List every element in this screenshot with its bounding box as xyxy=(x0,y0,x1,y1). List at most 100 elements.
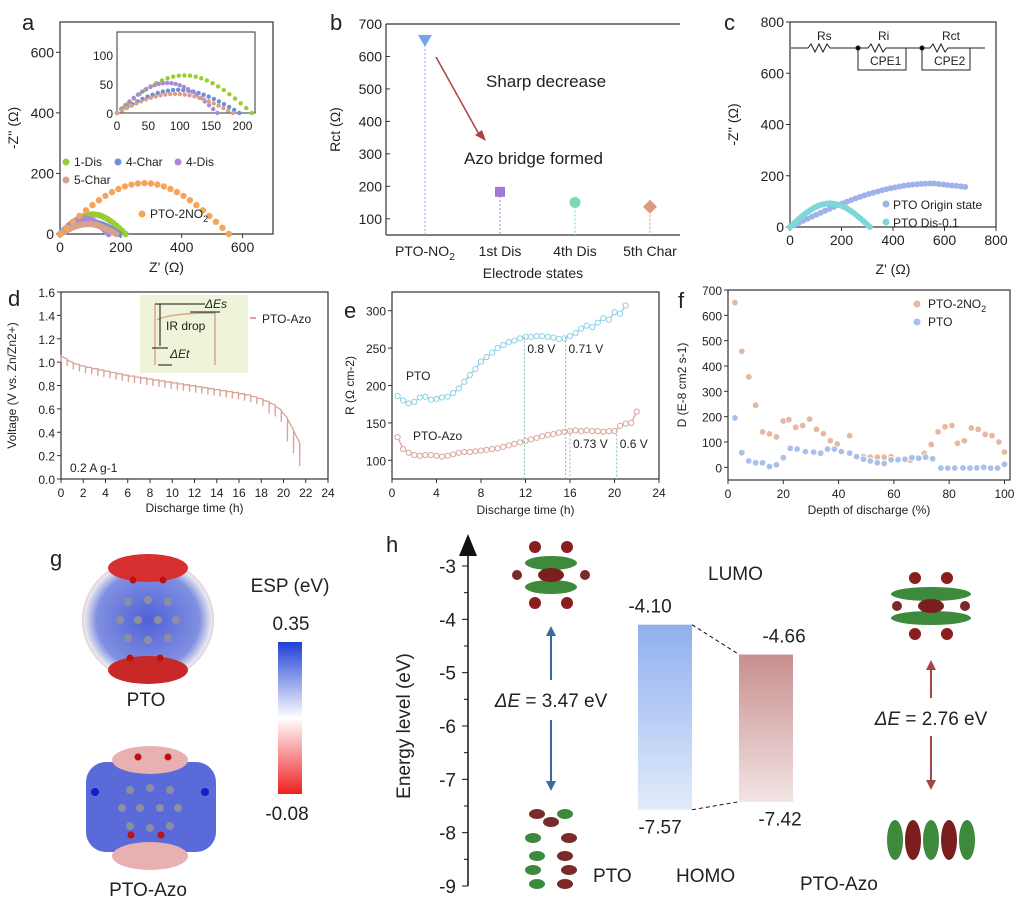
pto-negative-top xyxy=(108,554,188,582)
carbon-atom xyxy=(144,636,152,644)
data-point xyxy=(561,428,568,435)
data-point-pto-2no2 xyxy=(82,207,90,214)
pto-homo-orbital-lobe xyxy=(557,851,573,861)
inset-point xyxy=(216,103,221,108)
inset-point xyxy=(249,110,255,116)
data-point xyxy=(605,428,613,435)
inset-point xyxy=(221,101,227,107)
x-tick-label: 16 xyxy=(232,486,246,500)
data-point-pto xyxy=(980,463,988,472)
pto-azo-esp-surface xyxy=(86,762,216,852)
inset-point xyxy=(196,95,202,101)
y-tick-label: 300 xyxy=(702,385,722,399)
data-point-origin xyxy=(905,182,912,189)
y-tick-label: 0 xyxy=(46,226,54,242)
y-tick-label: 1.2 xyxy=(38,333,55,347)
inset-point xyxy=(237,110,242,116)
pto-homo-orbital-lobe xyxy=(557,809,573,819)
data-point-pto-2no2 xyxy=(805,415,814,423)
data-point-pto-2no2 xyxy=(974,425,982,434)
inset-point xyxy=(211,96,217,102)
data-point xyxy=(605,316,613,323)
node xyxy=(919,45,925,51)
inset-point xyxy=(221,87,226,93)
inset-point xyxy=(164,80,170,86)
inset-point xyxy=(199,76,204,81)
legend-label-pto-2no2: PTO-2NO2 xyxy=(150,207,208,224)
data-point-origin xyxy=(953,182,960,189)
data-point xyxy=(438,394,446,401)
data-point-pto-2no2 xyxy=(95,197,103,204)
data-point-pto-2no2 xyxy=(173,188,181,196)
pto-homo-orbital-lobe xyxy=(561,833,577,843)
x-tick-label: 10 xyxy=(166,486,180,500)
pto-azo-lumo-orbital-lobe xyxy=(891,587,971,601)
ir-drop-label: IR drop xyxy=(166,319,206,333)
data-point xyxy=(516,439,524,446)
y-tick-label: 100 xyxy=(359,211,383,227)
inset-point xyxy=(204,78,210,83)
data-point xyxy=(461,448,468,456)
y-tick-label: 200 xyxy=(31,165,55,181)
data-point xyxy=(527,436,535,443)
delta-es-label: ΔEs xyxy=(204,297,227,311)
data-point-pto-2no2 xyxy=(960,437,969,445)
pto-lumo-orbital-lobe xyxy=(529,541,541,553)
data-point-pto xyxy=(837,447,846,456)
pto-lumo-orbital-lobe xyxy=(580,570,590,580)
oxygen-atom xyxy=(134,753,142,761)
data-point-origin xyxy=(909,181,916,188)
data-point xyxy=(472,448,479,455)
data-point-dis xyxy=(866,224,873,230)
data-point xyxy=(539,433,546,440)
data-point-pto-2no2 xyxy=(121,183,129,190)
data-point-pto-2no2 xyxy=(193,201,200,209)
x-axis-label: Z' (Ω) xyxy=(149,259,184,275)
carbon-atom xyxy=(174,804,182,812)
inset-point xyxy=(226,108,231,113)
carbon-atom xyxy=(136,804,144,812)
data-point xyxy=(411,451,418,459)
data-point-pto-2no2 xyxy=(745,373,753,381)
inset-point xyxy=(134,101,139,106)
inset-point xyxy=(114,110,120,116)
data-point-pto-2no2 xyxy=(785,416,793,424)
panel-b-chart: b 100 200 300 400 500 600 700 PTO-NO2 1st Dis 4th … xyxy=(327,10,680,281)
pto-homo-orbital-lobe xyxy=(557,879,573,889)
bar-pto-azo xyxy=(739,654,793,802)
data-point xyxy=(422,393,429,400)
data-point-pto-2no2 xyxy=(927,440,935,449)
inset-point xyxy=(165,88,171,93)
inset-point xyxy=(153,94,158,99)
data-point-pto xyxy=(866,457,875,465)
data-point-origin xyxy=(940,181,947,188)
colorbar xyxy=(278,642,302,794)
data-point-pto-2no2 xyxy=(765,430,774,438)
y-tick-label: 700 xyxy=(359,16,383,32)
legend-marker xyxy=(62,158,70,166)
data-point xyxy=(633,408,640,415)
data-point xyxy=(455,449,462,456)
panel-d-chart: d0 2 4 6 8 10 12 14 16 18 20 22 240.00.20.40.60.81.0… xyxy=(5,286,335,515)
data-point xyxy=(427,396,435,403)
y-tick-label: 0 xyxy=(776,219,784,235)
inset-point xyxy=(187,93,192,98)
x-tick-label: 200 xyxy=(109,239,133,255)
y-tick-label: -3 xyxy=(439,557,456,578)
inset-x-tick: 200 xyxy=(232,119,252,133)
x-tick-label: 12 xyxy=(188,486,202,500)
inset-point xyxy=(124,105,129,111)
x-tick-label: 80 xyxy=(942,487,956,501)
x-tick-label: 0 xyxy=(389,486,396,500)
data-point xyxy=(572,427,579,434)
data-point xyxy=(600,428,607,435)
inset-point xyxy=(139,89,145,94)
y-tick-label: 0.4 xyxy=(38,426,55,440)
data-point-pto-2no2 xyxy=(160,183,168,190)
oxygen-atom xyxy=(157,831,165,839)
arrowhead xyxy=(546,781,556,791)
legend-label: 1-Dis xyxy=(74,155,102,169)
inset-y-tick: 100 xyxy=(93,49,113,63)
gap-label-pto-azo: ΔE = 2.76 eV xyxy=(874,709,988,730)
legend-marker xyxy=(138,210,146,218)
